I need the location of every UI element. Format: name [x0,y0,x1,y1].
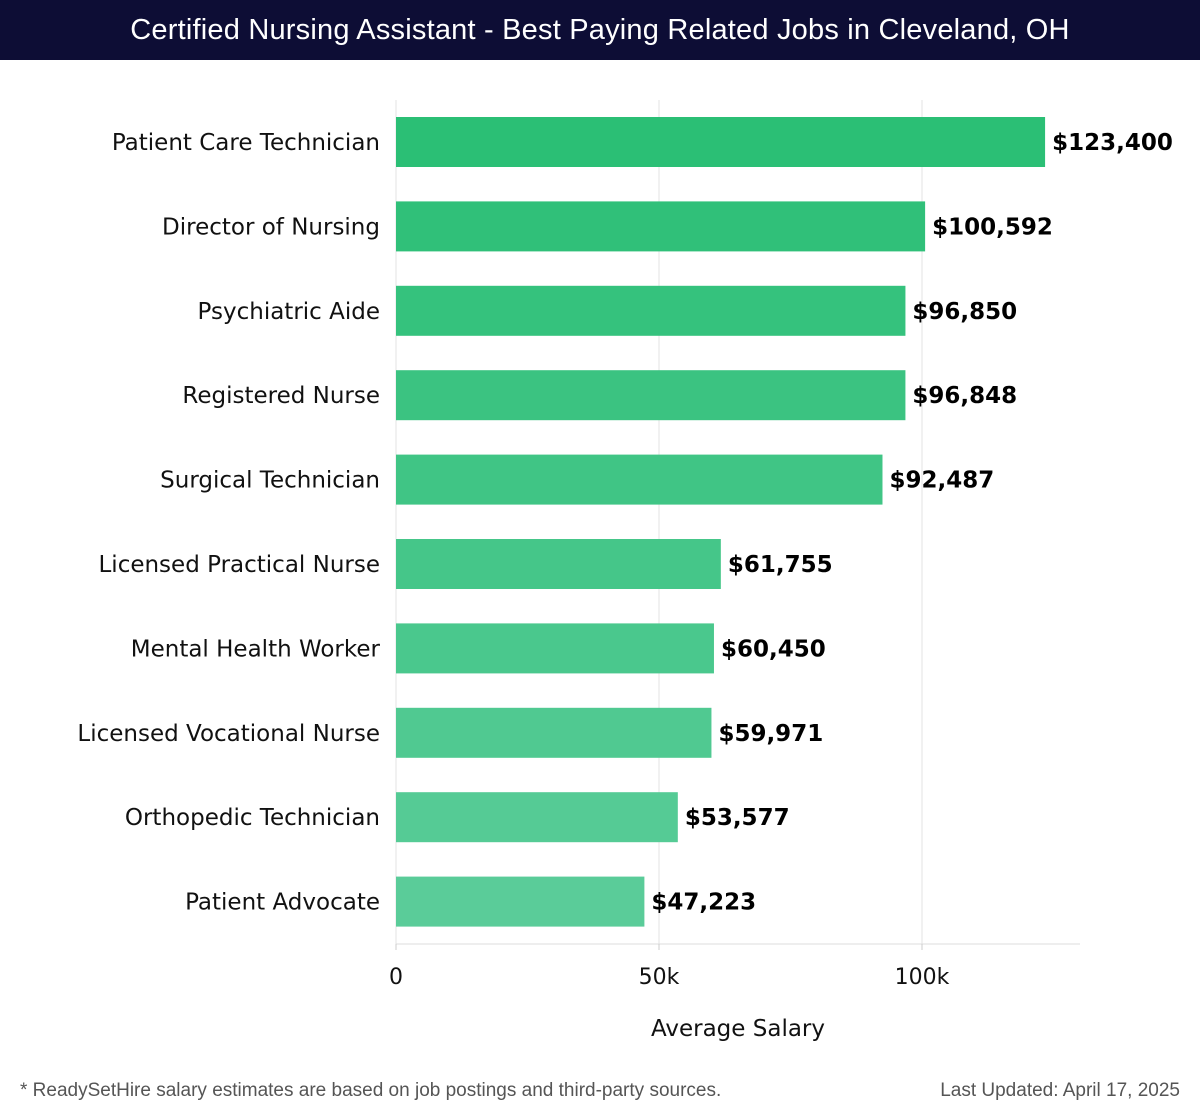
category-label: Director of Nursing [162,214,380,240]
category-label: Surgical Technician [160,468,380,494]
bar-chart: $123,400 Patient Care Technician $100,592 D… [77,100,1173,1042]
bar-value-label: $59,971 [718,721,823,747]
category-label: Mental Health Worker [131,636,381,662]
bar-value-label: $96,850 [912,299,1017,325]
category-label: Patient Care Technician [112,130,380,156]
bar [396,117,1046,167]
footer-disclaimer: * ReadySetHire salary estimates are base… [20,1080,722,1101]
bar-value-label: $47,223 [651,890,756,916]
bar [396,454,883,505]
x-tick-label: 0 [389,965,403,990]
category-label: Licensed Practical Nurse [98,552,380,578]
bar [396,201,926,252]
x-tick-label: 100k [895,965,950,990]
bar [396,539,721,589]
bar-value-label: $96,848 [912,383,1017,409]
bar-value-label: $100,592 [932,214,1053,240]
page-title: Certified Nursing Assistant - Best Payin… [130,13,1070,46]
bar-value-label: $53,577 [685,805,790,831]
bar-value-label: $123,400 [1052,130,1173,156]
category-label: Orthopedic Technician [125,805,380,831]
last-updated: Last Updated: April 17, 2025 [940,1080,1180,1101]
category-label: Psychiatric Aide [198,299,380,325]
category-label: Licensed Vocational Nurse [77,721,380,747]
bar [396,285,906,336]
title-bar: Certified Nursing Assistant - Best Payin… [0,0,1200,60]
category-label: Registered Nurse [182,383,380,409]
x-axis-title: Average Salary [651,1016,825,1042]
x-tick-label: 50k [639,965,680,990]
bar-value-label: $61,755 [728,552,833,578]
bar-value-label: $60,450 [721,636,826,662]
bar-value-label: $92,487 [889,468,994,494]
bar [396,876,645,927]
category-label: Patient Advocate [185,890,380,916]
bar [396,623,714,674]
bar [396,370,906,421]
bar [396,707,712,758]
bar [396,792,678,843]
